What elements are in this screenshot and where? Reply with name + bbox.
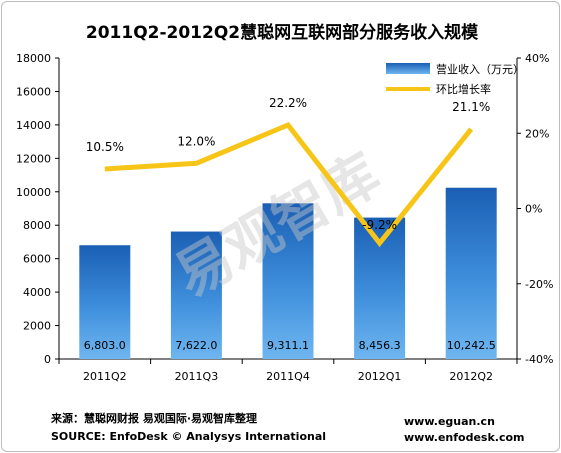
left-axis-tick-label: 10000	[16, 186, 51, 199]
url-eguan: www.eguan.cn	[404, 415, 495, 428]
bar-value-label: 7,622.0	[175, 339, 217, 352]
left-axis-tick-label: 4000	[23, 286, 51, 299]
left-axis-tick-label: 14000	[16, 119, 51, 132]
chart-title: 2011Q2-2012Q2慧聪网互联网部分服务收入规模	[86, 22, 479, 43]
left-axis-tick-label: 6000	[23, 253, 51, 266]
url-enfodesk: www.enfodesk.com	[404, 431, 525, 444]
legend-bar-swatch	[386, 63, 430, 74]
source-en: SOURCE: EnfoDesk © Analysys Internationa…	[51, 430, 327, 443]
bar-value-label: 8,456.3	[359, 339, 401, 352]
x-axis-category-label: 2011Q3	[175, 370, 219, 383]
bar	[354, 217, 406, 359]
growth-value-label: 22.2%	[269, 96, 307, 110]
bar	[262, 203, 314, 359]
x-axis-category-label: 2012Q2	[449, 370, 493, 383]
bar	[170, 231, 222, 359]
left-axis-tick-label: 12000	[16, 152, 51, 165]
legend: 营业收入（万元） 环比增长率	[386, 62, 524, 96]
x-axis-category-label: 2011Q4	[266, 370, 310, 383]
left-axis-tick-label: 2000	[23, 320, 51, 333]
left-axis-tick-label: 8000	[23, 219, 51, 232]
bar	[79, 245, 131, 359]
growth-value-label: -9.2%	[362, 218, 397, 232]
left-axis-tick-label: 16000	[16, 85, 51, 98]
left-axis-tick-label: 0	[44, 353, 51, 366]
growth-value-label: 10.5%	[86, 140, 124, 154]
right-axis-tick-label: -40%	[525, 353, 553, 366]
bar-value-label: 10,242.5	[447, 339, 496, 352]
source-cn: 来源：慧聪网财报 易观国际·易观智库整理	[51, 412, 258, 425]
right-axis-tick-label: 40%	[525, 52, 549, 65]
right-axis-tick-label: -20%	[525, 278, 553, 291]
left-axis-tick-label: 18000	[16, 52, 51, 65]
right-axis-tick-label: 0%	[525, 203, 542, 216]
bar	[445, 187, 497, 359]
legend-bar-label: 营业收入（万元）	[436, 62, 524, 76]
x-axis-category-label: 2011Q2	[83, 370, 127, 383]
bar-value-label: 6,803.0	[84, 339, 126, 352]
bar-value-label: 9,311.1	[267, 339, 309, 352]
growth-value-label: 12.0%	[177, 134, 215, 148]
x-axis-category-label: 2012Q1	[358, 370, 402, 383]
legend-line-label: 环比增长率	[436, 82, 491, 96]
right-axis-tick-label: 20%	[525, 127, 549, 140]
growth-value-label: 21.1%	[452, 100, 490, 114]
